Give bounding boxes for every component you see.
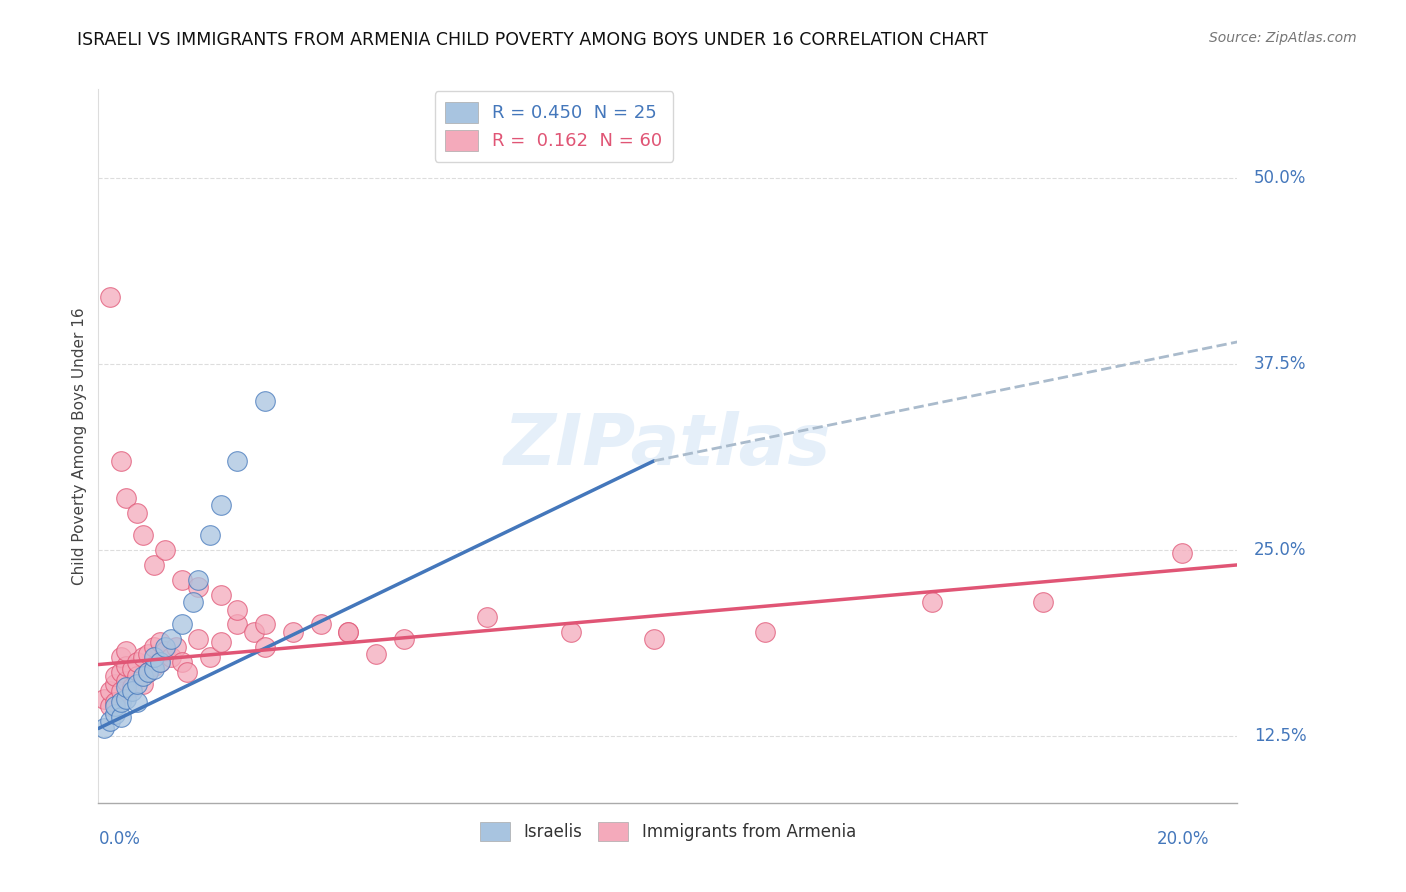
Point <box>127 506 149 520</box>
Point <box>104 695 127 709</box>
Point <box>337 624 360 639</box>
Point <box>115 691 138 706</box>
Point <box>93 722 115 736</box>
Point <box>153 543 176 558</box>
Point <box>477 610 499 624</box>
Point <box>209 499 232 513</box>
Text: 12.5%: 12.5% <box>1254 727 1306 745</box>
Point <box>143 659 166 673</box>
Point <box>309 617 332 632</box>
Text: ZIPatlas: ZIPatlas <box>505 411 831 481</box>
Point <box>143 640 166 654</box>
Y-axis label: Child Poverty Among Boys Under 16: Child Poverty Among Boys Under 16 <box>72 307 87 585</box>
Point <box>153 644 176 658</box>
Point <box>127 655 149 669</box>
Point <box>165 640 187 654</box>
Text: 20.0%: 20.0% <box>1157 830 1209 847</box>
Point <box>198 528 221 542</box>
Point <box>170 655 193 669</box>
Point <box>226 602 249 616</box>
Point <box>98 290 121 304</box>
Point <box>181 595 204 609</box>
Text: 50.0%: 50.0% <box>1254 169 1306 187</box>
Point <box>170 573 193 587</box>
Point <box>170 617 193 632</box>
Point <box>153 640 176 654</box>
Point <box>98 699 121 714</box>
Point <box>110 709 132 723</box>
Point <box>121 662 143 676</box>
Point <box>281 624 304 639</box>
Point <box>127 669 149 683</box>
Text: ISRAELI VS IMMIGRANTS FROM ARMENIA CHILD POVERTY AMONG BOYS UNDER 16 CORRELATION: ISRAELI VS IMMIGRANTS FROM ARMENIA CHILD… <box>77 31 988 49</box>
Text: 25.0%: 25.0% <box>1254 541 1306 559</box>
Point <box>132 528 155 542</box>
Point <box>187 573 209 587</box>
Point <box>226 454 249 468</box>
Point <box>643 632 665 647</box>
Point <box>226 617 249 632</box>
Point <box>121 684 143 698</box>
Point <box>104 699 127 714</box>
Point <box>98 714 121 728</box>
Point <box>187 632 209 647</box>
Point <box>198 650 221 665</box>
Point <box>98 684 121 698</box>
Point <box>254 640 277 654</box>
Point <box>115 680 138 694</box>
Point <box>143 558 166 572</box>
Point <box>110 695 132 709</box>
Point <box>138 665 160 679</box>
Point <box>143 650 166 665</box>
Point <box>115 673 138 688</box>
Point <box>104 677 127 691</box>
Point <box>110 454 132 468</box>
Text: 0.0%: 0.0% <box>98 830 141 847</box>
Point <box>110 665 132 679</box>
Point <box>209 588 232 602</box>
Point <box>1032 595 1054 609</box>
Point <box>104 669 127 683</box>
Text: Source: ZipAtlas.com: Source: ZipAtlas.com <box>1209 31 1357 45</box>
Point <box>110 684 132 698</box>
Point <box>93 691 115 706</box>
Point <box>243 624 266 639</box>
Point <box>254 617 277 632</box>
Point <box>132 650 155 665</box>
Point <box>104 706 127 721</box>
Point <box>132 669 155 683</box>
Point <box>1170 546 1192 560</box>
Point <box>143 662 166 676</box>
Point <box>366 647 388 661</box>
Point <box>138 665 160 679</box>
Point <box>337 624 360 639</box>
Legend: Israelis, Immigrants from Armenia: Israelis, Immigrants from Armenia <box>472 815 863 848</box>
Point <box>159 632 181 647</box>
Point <box>115 659 138 673</box>
Point <box>127 677 149 691</box>
Point <box>159 650 181 665</box>
Point <box>148 655 170 669</box>
Point <box>138 647 160 661</box>
Point <box>115 644 138 658</box>
Point <box>110 650 132 665</box>
Point <box>209 635 232 649</box>
Point <box>560 624 582 639</box>
Point <box>127 695 149 709</box>
Point <box>254 394 277 409</box>
Point <box>132 677 155 691</box>
Point <box>187 580 209 594</box>
Point <box>176 665 198 679</box>
Point <box>148 635 170 649</box>
Point <box>921 595 943 609</box>
Point <box>754 624 776 639</box>
Point <box>121 680 143 694</box>
Point <box>148 655 170 669</box>
Text: 37.5%: 37.5% <box>1254 355 1306 373</box>
Point <box>115 491 138 505</box>
Point <box>392 632 415 647</box>
